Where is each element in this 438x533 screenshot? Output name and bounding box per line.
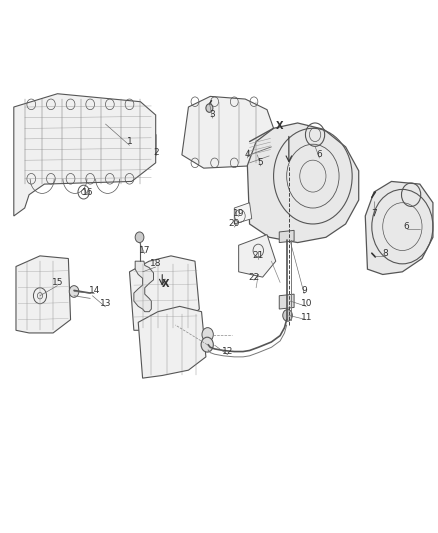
Text: 9: 9 (301, 286, 307, 295)
Text: 6: 6 (404, 222, 410, 231)
Text: 22: 22 (248, 273, 260, 281)
Circle shape (201, 337, 213, 352)
Text: X: X (276, 120, 283, 131)
Polygon shape (14, 94, 155, 216)
Text: 1: 1 (127, 137, 132, 146)
Text: 11: 11 (300, 312, 312, 321)
Text: 17: 17 (139, 246, 151, 255)
Text: 4: 4 (244, 150, 250, 159)
Polygon shape (234, 203, 252, 224)
Polygon shape (130, 256, 199, 330)
Text: 16: 16 (82, 188, 94, 197)
Polygon shape (365, 181, 433, 274)
Circle shape (69, 286, 79, 297)
Circle shape (283, 310, 292, 321)
Text: X: X (162, 279, 170, 288)
Text: 15: 15 (52, 278, 63, 287)
Polygon shape (138, 306, 206, 378)
Polygon shape (279, 230, 294, 243)
Text: 3: 3 (209, 110, 215, 119)
Polygon shape (239, 235, 276, 277)
Text: 7: 7 (371, 209, 377, 218)
Polygon shape (182, 96, 274, 168)
Text: 14: 14 (89, 286, 100, 295)
Text: 13: 13 (100, 299, 111, 308)
Text: 2: 2 (153, 148, 159, 157)
Text: 5: 5 (258, 158, 263, 167)
Text: 20: 20 (229, 220, 240, 229)
Circle shape (135, 232, 144, 243)
Polygon shape (134, 261, 153, 312)
Text: 12: 12 (222, 347, 233, 356)
Polygon shape (247, 123, 359, 243)
Text: 18: 18 (150, 260, 162, 268)
Text: 8: 8 (382, 249, 388, 258)
Text: 10: 10 (300, 299, 312, 308)
Text: 21: 21 (253, 252, 264, 260)
Text: 6: 6 (317, 150, 322, 159)
Text: 19: 19 (233, 209, 244, 218)
Polygon shape (16, 256, 71, 333)
Circle shape (202, 328, 213, 342)
Polygon shape (279, 294, 294, 309)
Circle shape (206, 104, 213, 112)
